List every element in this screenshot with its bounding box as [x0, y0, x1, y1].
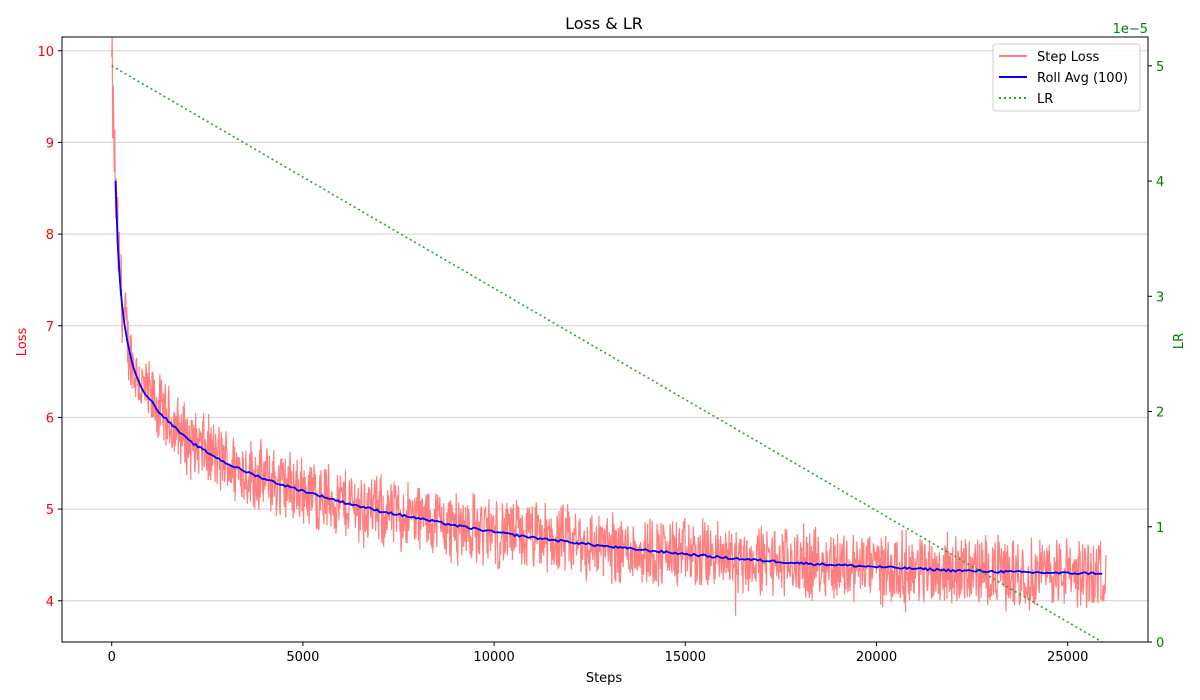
x-tick-label: 20000 [856, 650, 897, 665]
gridlines [62, 50, 1148, 602]
y-right-tick-label: 3 [1156, 290, 1164, 305]
y-left-tick-label: 9 [46, 136, 54, 151]
x-tick-label: 10000 [473, 650, 514, 665]
y-axis-right: 0 1 2 3 4 5 [1148, 60, 1164, 651]
x-axis-label: Steps [586, 671, 623, 686]
y-right-tick-label: 0 [1156, 636, 1164, 651]
y-axis-left-label: Loss [15, 328, 30, 357]
y-axis-right-label: LR [1172, 333, 1187, 349]
legend-frame [992, 43, 1141, 112]
y-axis-left: 4 5 6 7 8 9 10 [37, 45, 62, 610]
y-left-tick-label: 8 [46, 228, 54, 243]
y-left-tick-label: 5 [46, 503, 54, 518]
series-lr [111, 65, 1103, 643]
y-right-tick-label: 1 [1156, 521, 1164, 536]
x-tick-label: 25000 [1047, 650, 1088, 665]
chart-title: Loss & LR [565, 14, 643, 33]
y-left-tick-label: 4 [46, 595, 54, 610]
y-right-tick-label: 2 [1156, 406, 1164, 421]
y-left-tick-label: 7 [46, 320, 54, 335]
series-layer [111, 36, 1107, 643]
y-axis-right-multiplier: 1e−5 [1113, 22, 1148, 37]
legend-label-roll-avg: Roll Avg (100) [1037, 71, 1128, 86]
x-tick-label: 15000 [665, 650, 706, 665]
x-tick-label: 0 [108, 650, 116, 665]
series-roll-avg [114, 180, 1103, 576]
y-left-tick-label: 10 [37, 45, 54, 60]
x-axis: 0 5000 10000 15000 20000 25000 [108, 642, 1088, 665]
series-step-loss [111, 36, 1107, 616]
legend: Step Loss Roll Avg (100) LR [992, 43, 1141, 112]
y-right-tick-label: 4 [1156, 175, 1164, 190]
legend-label-lr: LR [1037, 92, 1053, 107]
plot-frame [61, 36, 1149, 643]
y-right-tick-label: 5 [1156, 60, 1164, 75]
y-left-tick-label: 6 [46, 411, 54, 426]
x-tick-label: 5000 [286, 650, 319, 665]
legend-label-step-loss: Step Loss [1037, 50, 1099, 65]
